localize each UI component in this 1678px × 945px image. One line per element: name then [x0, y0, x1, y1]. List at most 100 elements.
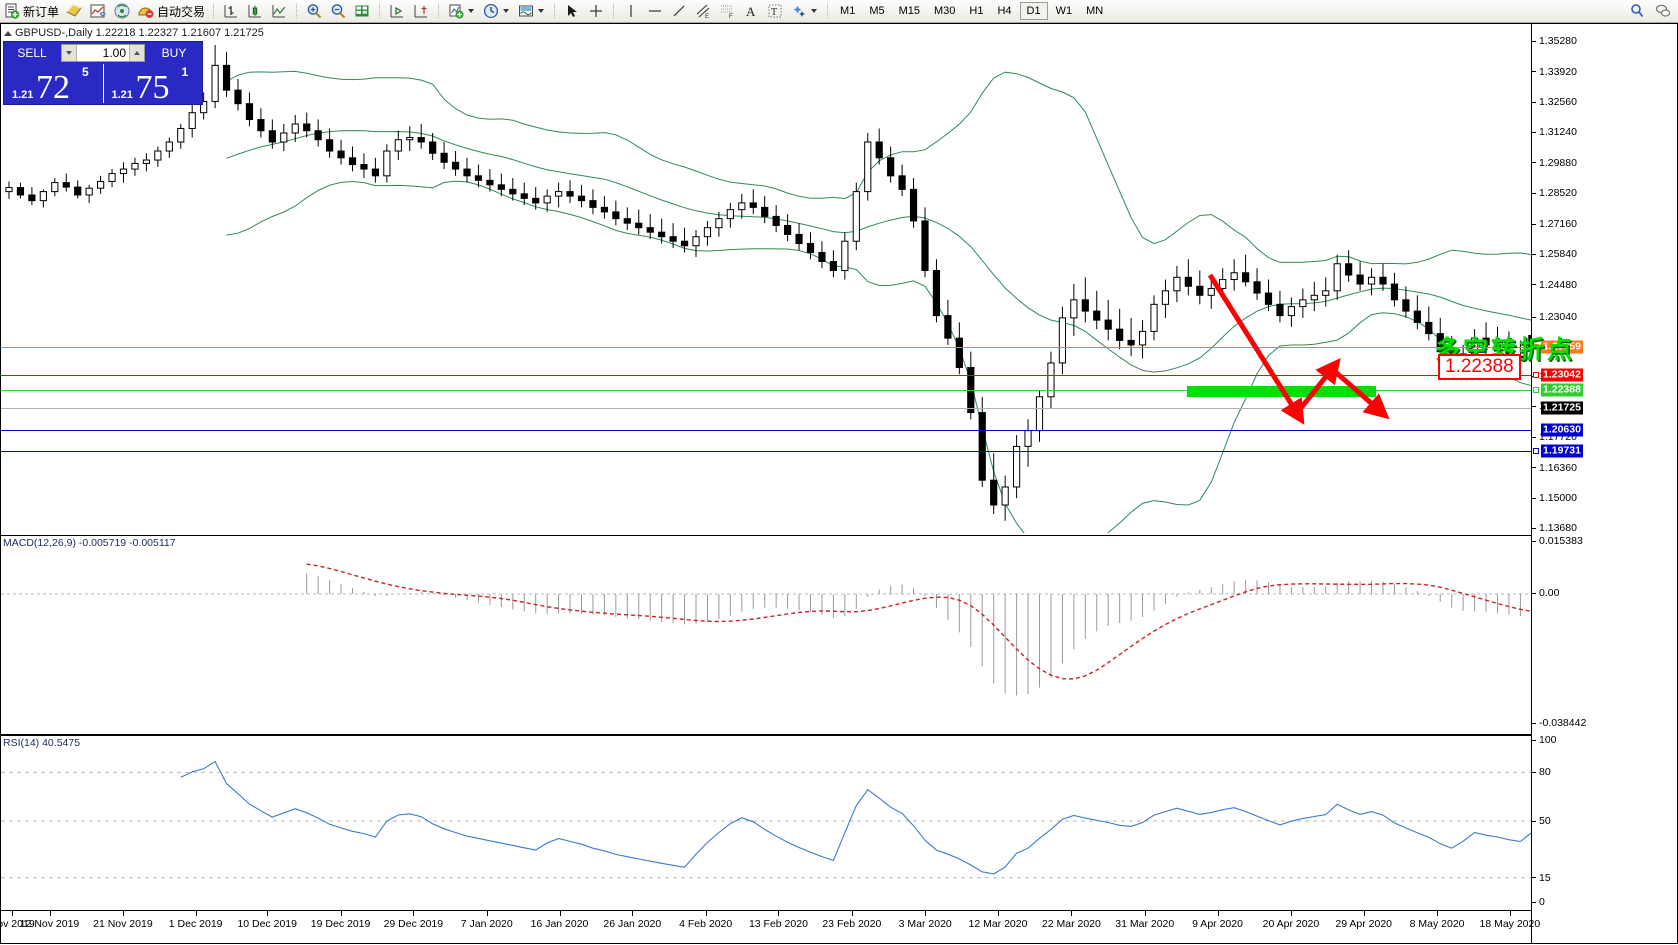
- toolbar-text-button[interactable]: A: [739, 0, 763, 22]
- toolbar-fibonacci-button[interactable]: F: [715, 0, 739, 22]
- chart-window[interactable]: GBPUSD-,Daily 1.22218 1.22327 1.21607 1.…: [0, 23, 1678, 944]
- new-order-icon: [3, 2, 21, 20]
- volume-value[interactable]: 1.00: [102, 46, 126, 60]
- text-icon: A: [742, 2, 760, 20]
- date-tick-label: 7 Jan 2020: [460, 918, 513, 930]
- price-level-line[interactable]: [1, 390, 1531, 391]
- date-tick-label: 19 Dec 2019: [310, 918, 371, 930]
- price-level-handle[interactable]: [1533, 344, 1539, 350]
- chevron-down-icon[interactable]: [503, 9, 510, 13]
- volume-increase-button[interactable]: [129, 45, 144, 61]
- line-chart-icon: [270, 2, 288, 20]
- search-icon[interactable]: [1628, 2, 1646, 20]
- toolbar-line-chart-button[interactable]: [267, 0, 291, 22]
- price-level-line[interactable]: [1, 347, 1531, 348]
- price-level-handle[interactable]: [1533, 448, 1539, 454]
- toolbar-autotrading-label: 自动交易: [157, 4, 206, 19]
- toolbar-auto-scroll-button[interactable]: [385, 0, 409, 22]
- date-tick-mark: [1217, 910, 1219, 916]
- candlestick-chart-icon: [246, 2, 264, 20]
- sell-label: SELL: [17, 46, 47, 60]
- price-level-label[interactable]: 1.22388: [1541, 383, 1583, 397]
- timeframe-d1[interactable]: D1: [1019, 2, 1048, 20]
- timeframe-h4[interactable]: H4: [997, 5, 1012, 17]
- chat-icon[interactable]: [1654, 2, 1672, 20]
- toolbar-period-button[interactable]: [479, 0, 514, 22]
- volume-stepper[interactable]: 1.00: [61, 44, 145, 62]
- toolbar-separator: [379, 3, 381, 19]
- sell-price[interactable]: 1.21 72 5: [4, 64, 104, 106]
- toolbar-crosshair-button[interactable]: [584, 0, 608, 22]
- toolbar-autotrading-button[interactable]: 自动交易: [134, 0, 208, 22]
- price-tick: 1.28520: [1532, 187, 1577, 199]
- toolbar-zoom-in-button[interactable]: [302, 0, 326, 22]
- price-level-label[interactable]: 1.20630: [1541, 423, 1583, 437]
- chevron-down-icon[interactable]: [538, 9, 545, 13]
- main-toolbar: 新订单: [0, 0, 1678, 23]
- price-pane[interactable]: [1, 24, 1531, 533]
- sell-button[interactable]: SELL: [4, 42, 60, 64]
- toolbar-text-label-button[interactable]: T: [763, 0, 787, 22]
- toolbar-candlestick-chart-button[interactable]: [243, 0, 267, 22]
- date-tick-mark: [1290, 910, 1292, 916]
- toolbar-trendline-button[interactable]: [667, 0, 691, 22]
- price-scale[interactable]: 1.35280 1.33920 1.32560 1.31240 1.29880 1.285…: [1531, 24, 1677, 943]
- timeframe-mn[interactable]: MN: [1086, 5, 1104, 17]
- chevron-down-icon[interactable]: [468, 9, 475, 13]
- toolbar-expert-advisor-button[interactable]: [62, 0, 86, 22]
- toolbar-cursor-button[interactable]: [560, 0, 584, 22]
- macd-plot: [1, 563, 1531, 696]
- bar-chart-icon: [222, 2, 240, 20]
- buy-button[interactable]: BUY: [146, 42, 202, 64]
- price-level-handle[interactable]: [1533, 372, 1539, 378]
- price-level-label[interactable]: 1.23859: [1541, 340, 1583, 354]
- toolbar-separator: [296, 3, 298, 19]
- toolbar-separator: [213, 3, 215, 19]
- price-level-line[interactable]: [1, 375, 1531, 376]
- price-level-line[interactable]: [1, 451, 1531, 452]
- date-tick-mark: [195, 910, 197, 916]
- date-tick-mark: [1509, 910, 1511, 916]
- price-tick: 1.33920: [1532, 66, 1577, 78]
- timeframe-m5[interactable]: M5: [869, 5, 885, 17]
- price-level-label[interactable]: 1.23042: [1541, 368, 1583, 382]
- price-tick: 1.31240: [1532, 126, 1577, 138]
- chart-collapse-icon[interactable]: [4, 31, 12, 36]
- timeframe-m30[interactable]: M30: [934, 5, 956, 17]
- toolbar-equidistant-channel-button[interactable]: E: [691, 0, 715, 22]
- date-tick-label: Nov 2019: [0, 918, 35, 930]
- rsi-pane[interactable]: RSI(14) 40.5475: [1, 735, 1531, 911]
- toolbar-data-window-button[interactable]: [350, 0, 374, 22]
- price-level-line[interactable]: [1, 430, 1531, 431]
- date-tick-mark: [12, 910, 14, 916]
- timeframe-m15[interactable]: M15: [898, 5, 920, 17]
- toolbar-zoom-out-button[interactable]: [326, 0, 350, 22]
- toolbar-add-indicator-button[interactable]: [444, 0, 479, 22]
- toolbar-market-watch-button[interactable]: [86, 0, 110, 22]
- toolbar-bar-chart-button[interactable]: [219, 0, 243, 22]
- volume-decrease-button[interactable]: [62, 45, 77, 61]
- timeframe-w1[interactable]: W1: [1055, 5, 1073, 17]
- toolbar-horizontal-line-button[interactable]: [643, 0, 667, 22]
- price-level-line[interactable]: [1, 408, 1531, 409]
- price-level-label[interactable]: 1.21725: [1541, 401, 1583, 415]
- toolbar-signals-button[interactable]: [110, 0, 134, 22]
- toolbar-chart-shift-button[interactable]: [409, 0, 433, 22]
- toolbar-vertical-line-button[interactable]: [619, 0, 643, 22]
- price-level-handle[interactable]: [1533, 387, 1539, 393]
- toolbar-templates-button[interactable]: [514, 0, 549, 22]
- date-tick-label: 31 Mar 2020: [1115, 918, 1175, 930]
- buy-price[interactable]: 1.21 75 1: [104, 64, 203, 106]
- equidistant-channel-icon: E: [694, 2, 712, 20]
- timeframe-h1[interactable]: H1: [969, 5, 984, 17]
- timeframe-m1[interactable]: M1: [840, 5, 856, 17]
- toolbar-new-order-button[interactable]: 新订单: [0, 0, 62, 22]
- chevron-down-icon[interactable]: [811, 9, 818, 13]
- rsi-tick: 50: [1532, 815, 1551, 827]
- one-click-trading-panel[interactable]: SELL 1.00 BUY 1.21 72 5 1.21: [3, 41, 203, 106]
- macd-pane[interactable]: MACD(12,26,9) -0.005719 -0.005117: [1, 535, 1531, 735]
- price-level-label[interactable]: 1.19731: [1541, 444, 1583, 458]
- date-tick-label: 4 Feb 2020: [679, 918, 733, 930]
- toolbar-shapes-button[interactable]: [787, 0, 822, 22]
